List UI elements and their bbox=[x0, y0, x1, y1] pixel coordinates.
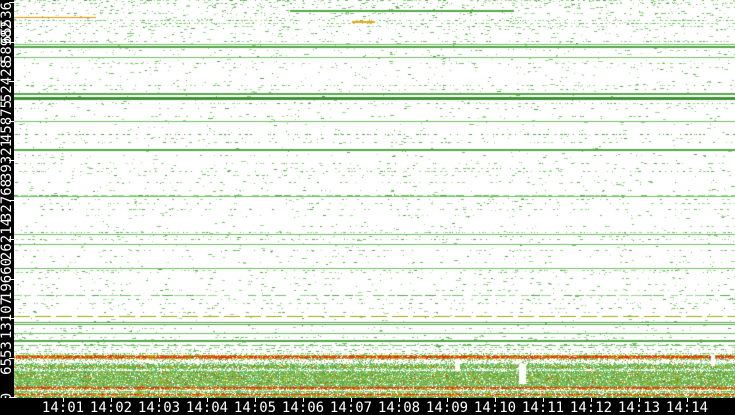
x-tick bbox=[159, 398, 160, 402]
x-tick-label: 14:08 bbox=[377, 400, 421, 415]
y-tick bbox=[9, 318, 14, 319]
y-tick bbox=[9, 121, 14, 122]
x-tick bbox=[303, 398, 304, 402]
x-tick-label: 14:01 bbox=[41, 400, 85, 415]
x-tick bbox=[591, 398, 592, 402]
y-tick bbox=[9, 2, 14, 3]
y-tick bbox=[9, 358, 14, 359]
x-tick bbox=[255, 398, 256, 402]
y-tick-label: 32768 bbox=[0, 178, 15, 222]
x-tick-label: 14:05 bbox=[233, 400, 277, 415]
y-tick-label: 6553 bbox=[0, 341, 15, 375]
y-tick-label: 39321 bbox=[0, 138, 15, 182]
x-tick-label: 14:13 bbox=[617, 400, 661, 415]
x-tick-label: 14:09 bbox=[425, 400, 469, 415]
x-tick bbox=[63, 398, 64, 402]
x-tick-label: 14:12 bbox=[569, 400, 613, 415]
y-tick-label: 19660 bbox=[0, 257, 15, 301]
y-tick-label: 45875 bbox=[0, 99, 15, 143]
x-tick-label: 14:11 bbox=[521, 400, 565, 415]
y-axis: 0 6553 13107 19660 26214 32768 39321 45875 52428… bbox=[0, 0, 15, 401]
y-tick-label: 65536 bbox=[0, 1, 15, 45]
y-tick bbox=[9, 160, 14, 161]
x-tick-label: 14:06 bbox=[281, 400, 325, 415]
y-tick-label: 52428 bbox=[0, 59, 15, 103]
y-tick bbox=[9, 200, 14, 201]
x-tick-label: 14:10 bbox=[473, 400, 517, 415]
y-tick bbox=[9, 42, 14, 43]
x-tick-label: 14:04 bbox=[185, 400, 229, 415]
scatter-plot-canvas bbox=[14, 0, 735, 398]
y-tick-label: 13107 bbox=[0, 296, 15, 340]
y-tick bbox=[9, 239, 14, 240]
y-tick bbox=[9, 279, 14, 280]
x-tick-label: 14:14 bbox=[665, 400, 709, 415]
x-tick bbox=[687, 398, 688, 402]
y-tick bbox=[9, 397, 14, 398]
x-tick-label: 14:02 bbox=[89, 400, 133, 415]
x-tick-label: 14:03 bbox=[137, 400, 181, 415]
x-tick bbox=[351, 398, 352, 402]
x-tick bbox=[495, 398, 496, 402]
x-tick bbox=[543, 398, 544, 402]
x-tick bbox=[399, 398, 400, 402]
y-tick-label: 26214 bbox=[0, 217, 15, 261]
x-tick bbox=[639, 398, 640, 402]
x-axis: 14:01 14:02 14:03 14:04 14:05 14:06 14:07 14:08… bbox=[0, 398, 735, 415]
y-tick bbox=[9, 81, 14, 82]
x-tick bbox=[207, 398, 208, 402]
x-tick bbox=[447, 398, 448, 402]
x-tick-label: 14:07 bbox=[329, 400, 373, 415]
x-tick bbox=[111, 398, 112, 402]
